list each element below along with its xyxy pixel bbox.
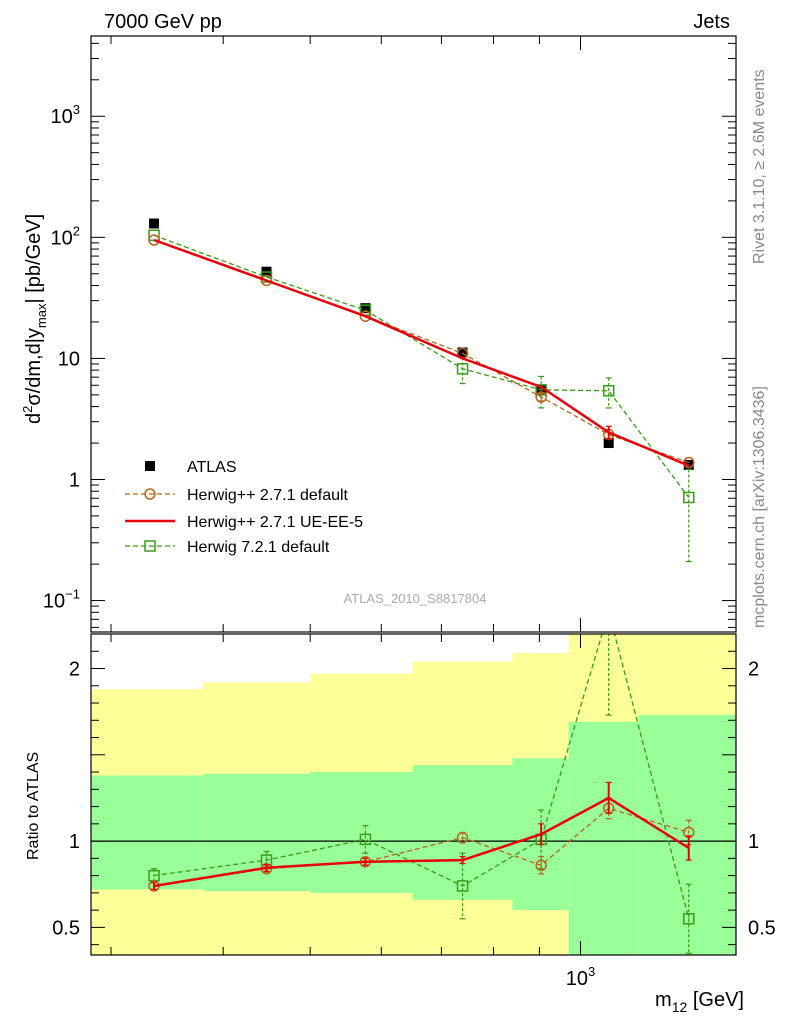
herwig-2-7-1-default-line — [153, 239, 690, 464]
herwig-721-marker — [260, 271, 273, 283]
herwig-721-marker — [456, 363, 469, 375]
y-tick-label-ratio-right: 1 — [748, 831, 759, 853]
y-tick-label-main: 10 — [58, 348, 80, 370]
y-tick-label-ratio-right: 0.5 — [748, 917, 776, 939]
legend-label: Herwig++ 2.7.1 UE-EE-5 — [187, 514, 363, 531]
herwig-721-marker — [456, 880, 469, 892]
herwig-721-marker — [144, 540, 156, 552]
atlas-data-point — [603, 438, 614, 449]
herwig-721-marker — [604, 607, 614, 617]
y-tick-label-ratio-right: 2 — [748, 659, 759, 681]
ratio-band-inner — [310, 772, 413, 893]
herwig-721-marker — [683, 913, 695, 925]
x-axis-label: m12 [GeV] — [655, 989, 744, 1015]
herwig-271-default-marker — [359, 310, 372, 322]
side-label-mcplots: mcplots.cern.ch [arXiv:1306.3436] — [751, 386, 768, 628]
title-right: Jets — [693, 11, 730, 33]
legend-label: Herwig++ 2.7.1 default — [187, 487, 349, 504]
herwig-721-marker — [683, 491, 695, 504]
y-tick-label-main: 10−1 — [43, 587, 80, 613]
herwig-271-default-marker — [148, 234, 160, 246]
atlas-data-point — [457, 347, 468, 358]
legend-label: ATLAS — [187, 459, 237, 476]
analysis-label: ATLAS_2010_S8817804 — [344, 591, 487, 606]
y-tick-label-ratio: 0.5 — [52, 917, 80, 939]
legend: ATLAS Herwig++ 2.7.1 default Herwig++ 2.7.… — [125, 459, 363, 556]
y-axis-label-ratio: Ratio to ATLAS — [25, 752, 42, 860]
ratio-band-inner — [203, 773, 311, 892]
y-tick-label-ratio: 1 — [69, 831, 80, 853]
herwig-721-marker — [602, 385, 615, 397]
atlas-data-point — [149, 218, 160, 229]
herwig-271-default-marker — [535, 859, 547, 872]
ratio-band-inner — [91, 775, 204, 890]
y-tick-label-main: 1 — [69, 469, 80, 491]
y-axis-label-main: d2σ/dm,d|ymax| [pb/GeV] — [20, 214, 49, 424]
title-left: 7000 GeV pp — [104, 11, 222, 33]
ratio-band-inner — [568, 722, 639, 955]
herwig-721-marker — [359, 833, 372, 846]
y-tick-label-ratio: 2 — [69, 659, 80, 681]
legend-label: Herwig 7.2.1 default — [187, 539, 330, 556]
herwig-271-default-marker — [260, 274, 273, 287]
side-label-rivet: Rivet 3.1.10, ≥ 2.6M events — [751, 69, 768, 264]
x-tick-label: 103 — [566, 964, 595, 990]
ratio-panel-frame — [90, 633, 737, 956]
herwig-271-default-marker — [456, 831, 469, 844]
herwig-271-default-marker — [535, 391, 547, 403]
ratio-band-inner — [638, 715, 736, 955]
atlas-data-point — [360, 303, 371, 314]
y-tick-label-main: 102 — [51, 223, 80, 249]
herwig-271-default-marker — [144, 488, 156, 500]
y-tick-label-main: 103 — [51, 102, 80, 128]
main-panel-frame — [90, 35, 737, 633]
legend-marker-atlas — [145, 461, 155, 471]
